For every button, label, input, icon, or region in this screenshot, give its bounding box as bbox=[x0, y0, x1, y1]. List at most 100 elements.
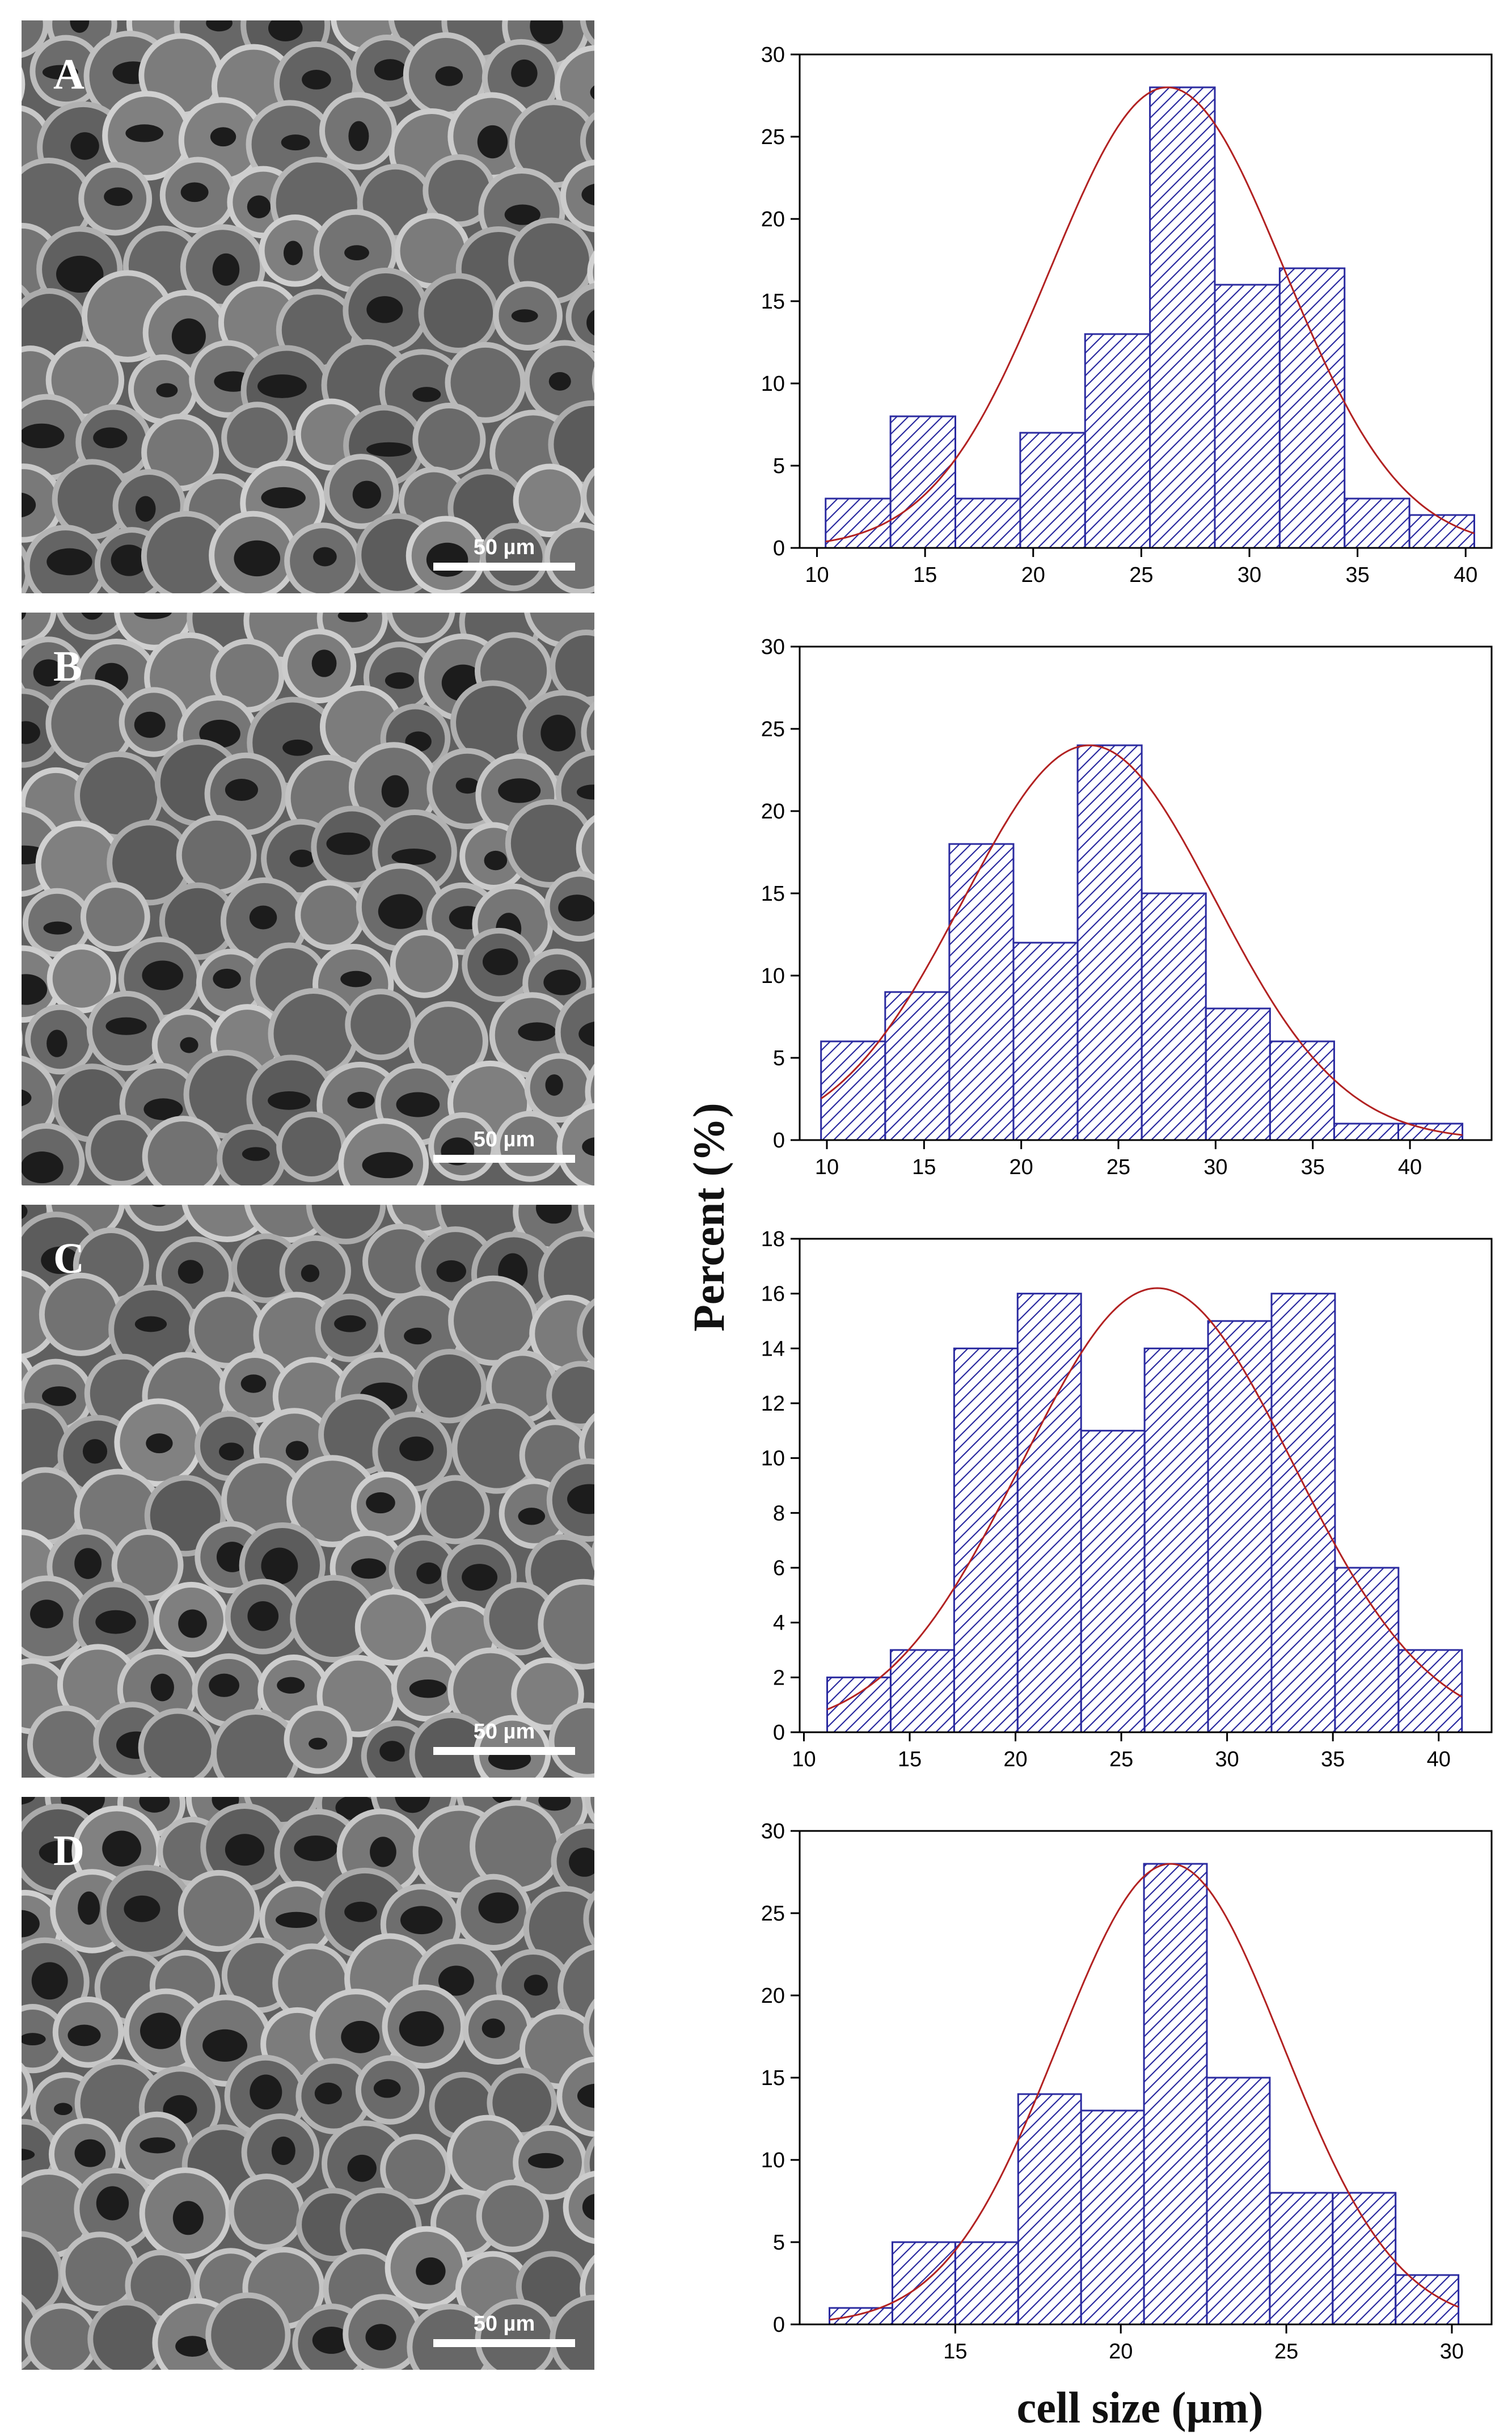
foam-pore bbox=[416, 1562, 441, 1584]
panel-label-a: A bbox=[53, 50, 85, 98]
foam-cell bbox=[65, 2237, 134, 2306]
foam-pore bbox=[362, 1152, 413, 1179]
x-axis-title: cell size (µm) bbox=[1016, 2383, 1264, 2432]
foam-cell bbox=[589, 1900, 594, 1939]
foam-cell bbox=[452, 2120, 523, 2191]
foam-pore bbox=[261, 1547, 298, 1585]
foam-pore bbox=[344, 245, 369, 261]
foam-pore bbox=[178, 1609, 207, 1638]
foam-cell bbox=[216, 1715, 295, 1778]
scale-bar-d: 50 µm bbox=[433, 2311, 575, 2347]
scale-bar-text-d: 50 µm bbox=[473, 2312, 535, 2336]
scale-bar-a: 50 µm bbox=[433, 534, 575, 571]
foam-pore bbox=[47, 548, 92, 576]
panel-label-c: C bbox=[53, 1235, 85, 1282]
foam-pore bbox=[309, 1737, 328, 1750]
panel-c: C 50 µm 0 2 4 6 8 10 12 14 16 18 10 15 20 25 30 35 40 bbox=[0, 1205, 1512, 1778]
foam-pore bbox=[527, 2153, 564, 2168]
foam-pore bbox=[104, 187, 133, 206]
foam-pore bbox=[82, 1439, 108, 1464]
foam-pore bbox=[545, 1074, 563, 1096]
foam-pore bbox=[518, 1022, 556, 1041]
foam-cell bbox=[181, 820, 251, 890]
y-axis-title: Percent (%) bbox=[684, 1103, 733, 1332]
foam-pore bbox=[498, 778, 541, 803]
y-tick-label: 20 bbox=[761, 208, 785, 231]
foam-pore bbox=[178, 1260, 204, 1284]
foam-pore bbox=[337, 613, 368, 622]
histogram-bar bbox=[1084, 333, 1151, 549]
x-tick-label: 10 bbox=[815, 1155, 839, 1179]
foam-cell bbox=[535, 1300, 594, 1368]
foam-cell bbox=[51, 685, 130, 763]
histogram-bar bbox=[1207, 1320, 1273, 1733]
foam-pore bbox=[378, 894, 423, 929]
y-tick-label: 0 bbox=[773, 537, 785, 560]
foam-pore bbox=[180, 1037, 198, 1053]
foam-pore bbox=[210, 127, 236, 147]
y-tick-label: 20 bbox=[761, 800, 785, 824]
foam-pore bbox=[312, 2326, 351, 2354]
foam-cell bbox=[360, 1594, 426, 1660]
foam-cell bbox=[450, 347, 521, 417]
foam-pore bbox=[67, 2024, 101, 2046]
foam-cell bbox=[194, 1297, 261, 1363]
y-tick-label: 20 bbox=[761, 1984, 785, 2008]
foam-pore bbox=[95, 1610, 136, 1634]
y-tick-label: 15 bbox=[761, 2066, 785, 2090]
foam-pore bbox=[313, 547, 337, 567]
y-tick-label: 8 bbox=[773, 1501, 785, 1525]
foam-pore bbox=[134, 1316, 167, 1332]
foam-cell bbox=[80, 757, 158, 835]
histogram-d: 0 5 10 15 20 25 30 15 20 25 30 bbox=[761, 1820, 1493, 2364]
foam-cell bbox=[259, 1297, 334, 1373]
foam-cell bbox=[282, 1117, 341, 1177]
foam-pore bbox=[22, 613, 26, 620]
x-tick-label: 30 bbox=[1238, 563, 1261, 587]
foam-cell bbox=[22, 20, 43, 52]
histogram-bar bbox=[1012, 942, 1079, 1141]
foam-pore bbox=[567, 1484, 594, 1514]
histogram-bar bbox=[1019, 432, 1086, 549]
panel-label-b: B bbox=[53, 643, 82, 690]
foam-cell bbox=[350, 994, 411, 1055]
foam-micrograph-d bbox=[22, 1797, 594, 2370]
y-tick-label: 12 bbox=[761, 1392, 785, 1416]
foam-pore bbox=[586, 310, 594, 336]
foam-pore bbox=[172, 2201, 204, 2235]
foam-cell bbox=[593, 263, 594, 282]
foam-cell bbox=[386, 2139, 446, 2200]
y-tick-label: 15 bbox=[761, 882, 785, 906]
foam-pore bbox=[209, 1673, 239, 1697]
foam-pore bbox=[577, 2083, 594, 2108]
x-tick-label: 35 bbox=[1301, 1155, 1325, 1179]
foam-pore bbox=[548, 372, 571, 391]
foam-pore bbox=[47, 1029, 67, 1057]
x-tick-label: 20 bbox=[1109, 2340, 1133, 2364]
foam-pore bbox=[379, 1741, 405, 1762]
foam-pore bbox=[399, 2011, 444, 2046]
foam-cell bbox=[22, 1408, 66, 1476]
histogram-bar bbox=[954, 497, 1021, 549]
foam-pore bbox=[250, 2074, 282, 2110]
foam-pore bbox=[70, 132, 99, 160]
foam-cell bbox=[590, 1797, 594, 1814]
histogram-bar bbox=[820, 1040, 886, 1141]
foam-pore bbox=[105, 1017, 147, 1035]
foam-pore bbox=[54, 2103, 73, 2116]
histogram-bar bbox=[1270, 1293, 1336, 1733]
foam-pore bbox=[22, 2033, 46, 2046]
foam-pore bbox=[277, 1677, 305, 1694]
foam-pore bbox=[202, 2029, 248, 2062]
foam-cell bbox=[554, 1708, 594, 1774]
foam-pore bbox=[334, 1315, 366, 1332]
foam-cell bbox=[62, 613, 124, 635]
foam-cell bbox=[30, 2309, 93, 2370]
foam-pore bbox=[436, 1260, 466, 1282]
foam-pore bbox=[271, 2136, 295, 2166]
foam-cell bbox=[150, 1480, 221, 1551]
foam-cell bbox=[510, 804, 589, 882]
foam-cell bbox=[22, 613, 51, 640]
foam-cell bbox=[234, 2179, 299, 2244]
foam-pore bbox=[294, 1835, 337, 1862]
